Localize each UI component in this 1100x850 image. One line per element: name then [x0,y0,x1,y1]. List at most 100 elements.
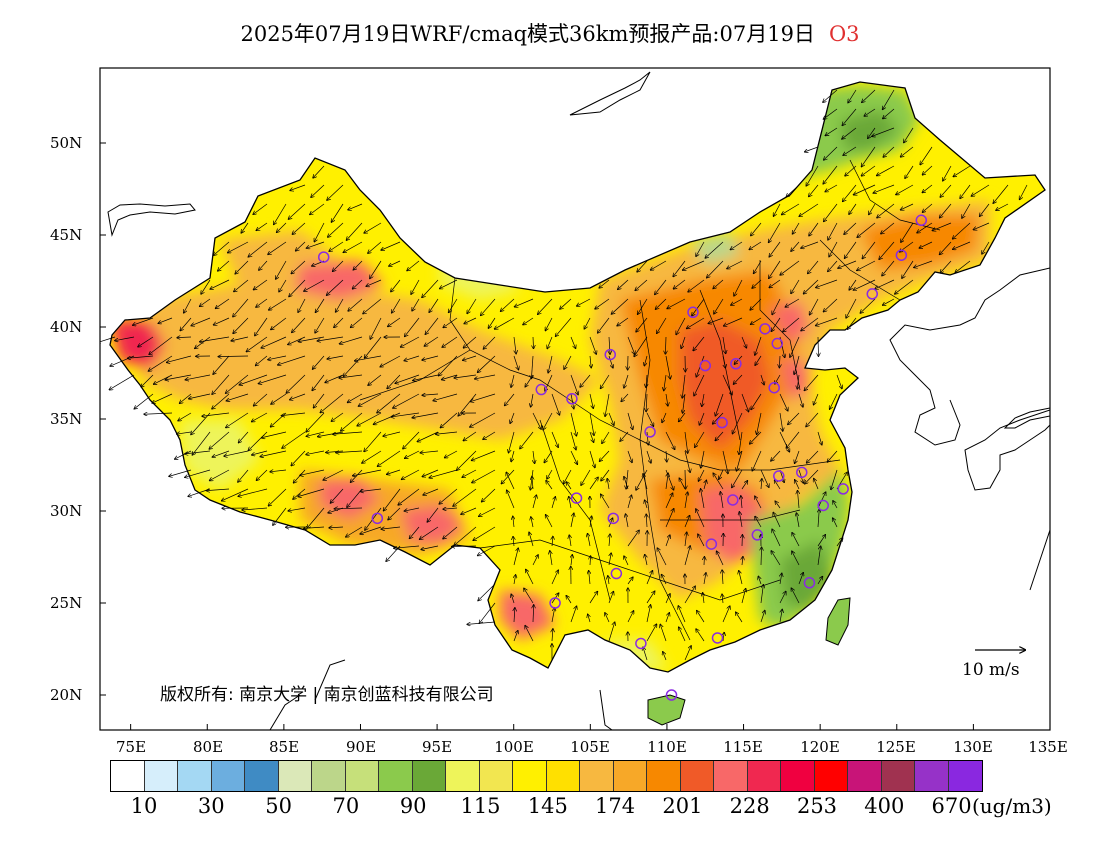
wind-arrow [315,298,325,312]
colorbar-swatch [178,761,212,791]
lon-label: 135E [1028,738,1068,756]
wind-arrow [713,279,724,289]
wind-arrow [409,526,420,539]
wind-arrow [727,260,743,269]
wind-arrow [953,165,971,177]
wind-arrow [475,374,496,379]
wind-arrow [734,279,743,296]
wind-arrow [661,575,667,585]
wind-arrow [362,450,382,463]
wind-arrow [773,512,781,528]
wind-arrow [684,586,695,604]
wind-arrow [685,532,687,547]
wind-arrow [920,146,933,165]
wind-arrow [665,431,675,449]
wind-arrow [760,374,764,385]
wind-arrow [611,298,629,314]
colorbar-swatch [781,761,815,791]
wind-arrow [634,336,648,356]
wind-arrow [779,355,780,368]
wind-arrow [556,317,572,336]
wind-arrow [662,412,667,422]
wind-arrow [646,393,647,412]
wind-arrow [256,298,268,307]
colorbar-swatch [546,761,580,791]
wind-arrow [665,509,674,528]
wind-arrow [454,526,477,545]
colorbar-label: 50 [265,794,292,818]
wind-arrow [483,431,496,439]
wind-arrow [383,488,401,511]
wind-arrow [720,492,724,509]
wind-arrow [577,298,591,306]
wind-arrow [682,260,705,270]
colorbar-swatch [814,761,848,791]
city-marker [644,426,656,438]
colorbar-label: 90 [399,794,427,818]
wind-arrow [730,241,743,250]
wind-arrow [533,336,534,348]
wind-arrow [218,260,230,271]
colorbar-label: 115 [460,794,501,818]
wind-arrow [185,450,211,454]
wind-arrow [626,514,629,528]
city-marker [570,492,583,504]
wind-arrow [304,279,325,291]
wind-arrow [439,488,458,504]
wind-arrow [513,548,518,566]
wind-arrow [801,241,819,248]
wind-arrow [570,374,578,395]
wind-arrow [666,393,668,406]
wind-arrow [868,127,876,138]
wind-arrow [479,602,496,623]
wind-arrow [696,509,705,528]
wind-arrow [817,576,822,585]
wind-arrow [698,469,705,481]
wind-arrow [501,298,515,311]
lon-label: 80E [192,738,224,756]
wind-arrow [532,412,541,429]
wind-arrow [901,222,914,242]
wind-arrow [298,298,306,312]
wind-arrow [818,509,819,528]
wind-arrow [185,374,211,380]
wind-arrow [551,608,555,623]
wind-arrow [329,527,344,528]
wind-arrow [809,184,819,197]
wind-arrow [755,516,762,528]
wind-arrow [814,479,819,490]
wind-arrow [258,374,287,384]
wind-arrow [843,146,857,155]
lon-label: 115E [723,738,763,756]
wind-arrow [513,355,519,370]
wind-arrow [741,393,749,412]
wind-arrow [520,431,534,449]
wind-arrow [860,298,876,313]
wind-arrow [212,450,230,457]
wind-arrow [357,412,382,426]
wind-arrow [973,222,990,230]
wind-arrow [552,629,553,642]
wind-arrow [817,535,825,547]
wind-arrow [331,203,344,222]
wind-arrow [752,450,762,471]
wind-arrow [252,450,268,455]
wind-arrow [268,355,287,360]
wind-arrow [364,431,382,452]
wind-arrow [300,469,325,475]
wind-arrow [806,412,819,427]
wind-arrow [676,317,686,335]
wind-arrow [809,298,819,315]
wind-arrow [684,492,688,509]
wind-arrow [722,594,723,604]
wind-arrow [940,260,952,273]
wind-arrow [252,412,268,422]
wind-arrow [731,298,743,305]
wind-arrow [608,591,613,604]
colorbar-label: 174 [595,794,636,818]
city-marker [635,637,647,650]
wind-arrow [429,298,439,312]
wind-arrow [351,317,363,327]
wind-arrow [722,606,730,623]
